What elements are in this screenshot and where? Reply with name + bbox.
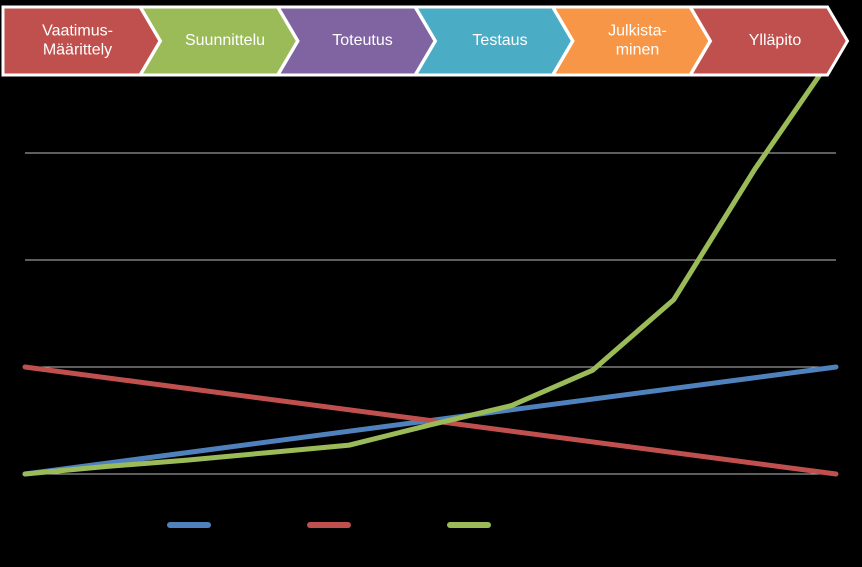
phase-label: Julkista- (608, 23, 667, 40)
line (22, 72, 823, 477)
phase-label: Vaatimus- (42, 23, 113, 40)
phase-chevron (687, 5, 850, 77)
phase-label: Ylläpito (749, 32, 802, 49)
phase-label: Testaus (472, 32, 527, 49)
phase-label: Toteutus (332, 32, 392, 49)
phase-label: Suunnittelu (185, 32, 265, 49)
phase-label: Määrittely (43, 42, 112, 59)
line (22, 364, 839, 477)
phase-label: minen (616, 42, 660, 59)
